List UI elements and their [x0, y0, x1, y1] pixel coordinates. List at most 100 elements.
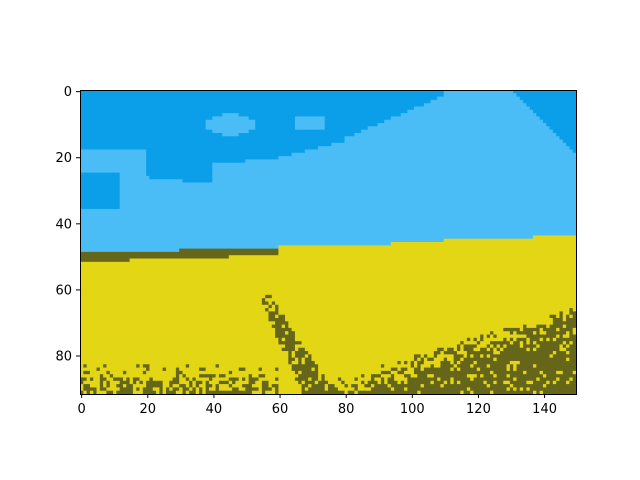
heatmap-cell-run	[440, 351, 445, 355]
heatmap-cell-run	[490, 347, 494, 352]
heatmap-cell-run	[242, 384, 253, 388]
heatmap-cell-run	[278, 245, 577, 249]
heatmap-cell-run	[552, 380, 557, 385]
heatmap-cell-run	[301, 384, 309, 388]
heatmap-cell-run	[205, 380, 210, 385]
heatmap-cell-run	[291, 367, 312, 372]
heatmap-cell-run	[281, 347, 296, 352]
heatmap-cell-run	[569, 334, 577, 339]
heatmap-cell-run	[80, 166, 147, 170]
heatmap-cell-run	[566, 324, 577, 329]
heatmap-cell-run	[542, 374, 547, 378]
heatmap-cell-run	[301, 341, 461, 345]
heatmap-cell-run	[80, 351, 289, 355]
heatmap-cell-run	[380, 374, 392, 378]
heatmap-cell-run	[546, 337, 550, 342]
heatmap-cell-run	[265, 390, 276, 395]
heatmap-cell-run	[149, 367, 164, 372]
heatmap-cell-run	[275, 387, 279, 392]
heatmap-cell-run	[172, 387, 180, 392]
heatmap-cell-run	[103, 364, 107, 368]
heatmap-cell-run	[159, 387, 164, 392]
heatmap-cell-run	[410, 364, 415, 368]
heatmap-cell-run	[122, 370, 127, 375]
heatmap-cell-run	[83, 390, 88, 395]
heatmap-cell-run	[503, 327, 521, 332]
heatmap-cell-run	[304, 347, 438, 352]
heatmap-cell-run	[536, 324, 547, 329]
heatmap-cell-run	[314, 367, 319, 372]
heatmap-cell-run	[212, 179, 577, 183]
heatmap-cell-run	[476, 337, 481, 342]
heatmap-cell-run	[413, 370, 491, 375]
heatmap-cell-run	[470, 377, 474, 382]
heatmap-cell-run	[129, 377, 134, 382]
heatmap-cell-run	[509, 331, 514, 335]
heatmap-cell-run	[146, 367, 150, 372]
heatmap-cell-run	[146, 159, 246, 164]
heatmap-cell-run	[80, 314, 269, 319]
heatmap-cell-run	[480, 334, 484, 339]
x-axis: 0 20 40 60 80 100 120 140	[78, 394, 557, 417]
heatmap-cell-run	[506, 367, 511, 372]
heatmap-cell-run	[509, 380, 527, 385]
heatmap-cell-run	[129, 380, 134, 385]
heatmap-cell-run	[119, 182, 577, 187]
heatmap-cell-run	[80, 113, 223, 117]
heatmap-cell-run	[529, 347, 534, 352]
heatmap-cell-run	[503, 337, 507, 342]
heatmap-cell-run	[440, 364, 455, 368]
heatmap-cell-run	[318, 370, 382, 375]
heatmap-cell-run	[80, 90, 445, 94]
heatmap-cell-run	[80, 271, 577, 276]
heatmap-cell-run	[559, 334, 564, 339]
heatmap-cell-run	[562, 311, 570, 316]
heatmap-cell-run	[119, 195, 577, 200]
heatmap-cell-run	[549, 380, 554, 385]
heatmap-cell-run	[539, 390, 544, 395]
heatmap-cell-run	[294, 331, 491, 335]
heatmap-cell-run	[344, 384, 349, 388]
heatmap-cell-run	[146, 152, 293, 157]
heatmap-cell-run	[483, 380, 488, 385]
heatmap-cell-run	[526, 380, 534, 385]
heatmap-cell-run	[549, 354, 554, 359]
heatmap-cell-run	[556, 337, 577, 342]
heatmap-cell-run	[212, 175, 577, 180]
heatmap-cell-run	[463, 390, 471, 395]
heatmap-cell-run	[185, 374, 200, 378]
heatmap-cell-run	[205, 367, 240, 372]
heatmap-cell-run	[298, 347, 306, 352]
heatmap-cell-run	[519, 96, 577, 101]
heatmap-cell-run	[222, 113, 240, 117]
heatmap-cell-run	[275, 308, 279, 312]
heatmap-cell-run	[80, 360, 289, 365]
heatmap-cell-run	[496, 357, 567, 362]
heatmap-cell-run	[298, 380, 302, 385]
heatmap-cell-run	[142, 370, 147, 375]
heatmap-cell-run	[215, 384, 220, 388]
heatmap-cell-run	[192, 387, 197, 392]
heatmap-cell-run	[480, 367, 507, 372]
heatmap-cell-run	[318, 380, 329, 385]
heatmap-cell-run	[89, 370, 107, 375]
heatmap-cell-run	[258, 367, 263, 372]
heatmap-cell-run	[539, 331, 547, 335]
heatmap-cell-run	[463, 347, 474, 352]
heatmap-cell-run	[493, 374, 498, 378]
heatmap-cell-run	[413, 354, 421, 359]
heatmap-cell-run	[278, 251, 577, 256]
heatmap-cell-run	[351, 384, 359, 388]
heatmap-cell-run	[80, 318, 269, 322]
heatmap-cell-run	[80, 199, 121, 203]
heatmap-cell-run	[175, 390, 183, 395]
heatmap-cell-run	[374, 377, 382, 382]
heatmap-cell-run	[509, 364, 514, 368]
heatmap-cell-run	[433, 364, 441, 368]
heatmap-cell-run	[80, 248, 180, 253]
heatmap-cell-run	[278, 156, 577, 160]
heatmap-cell-run	[400, 367, 408, 372]
heatmap-cell-run	[536, 341, 564, 345]
heatmap-cell-run	[258, 374, 266, 378]
